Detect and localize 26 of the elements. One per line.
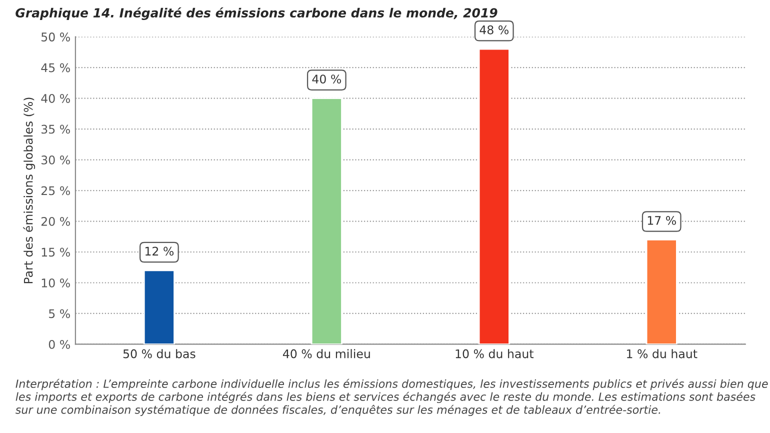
data-label: 48 % [480, 25, 508, 34]
y-tick-label: 35 % [42, 124, 70, 134]
x-tick-label: 1 % du haut [627, 349, 698, 358]
y-tick-label: 0 % [48, 340, 70, 349]
data-label: 40 % [312, 74, 342, 84]
y-tick-label: 25 % [41, 186, 70, 196]
y-tick-label: 15 % [42, 248, 70, 257]
chart-title: Graphique 14. Inégalité des émissions carbone dans le monde, 2019 [16, 7, 498, 20]
data-label: 17 % [648, 216, 676, 225]
y-tick-label: 50 % [42, 32, 70, 42]
text: Interprétation : L’empreinte carbone individuelle inclus les émissions domestiques, les investissements publics et privés aussi bien que les imports et exports de carbone intégrés dans les biens et services échangés avec le reste du monde. Les estimations sont basées sur une combinaison systématique de données fiscales, d’enquêtes sur les ménages et de tableaux d’entrée-sortie. [16, 378, 768, 416]
y-tick-label: 10 % [42, 278, 70, 288]
bar [646, 239, 678, 344]
y-tick-label: 40 % [41, 94, 70, 103]
bar [310, 98, 342, 344]
bar [143, 270, 175, 344]
x-tick-label: 40 % du milieu [282, 349, 370, 358]
y-axis-title: Part des émissions globales (%) [23, 98, 36, 284]
y-tick-label: 5 % [49, 309, 70, 318]
y-tick-label: 45 % [41, 63, 70, 72]
x-tick-label: 10 % du haut [456, 349, 534, 358]
y-tick-label: 30 % [42, 156, 70, 164]
y-tick-label: 20 % [41, 216, 70, 226]
data-label: 12 % [146, 246, 174, 256]
x-tick-label: 50 % du bas [123, 349, 196, 358]
bar [478, 48, 510, 344]
